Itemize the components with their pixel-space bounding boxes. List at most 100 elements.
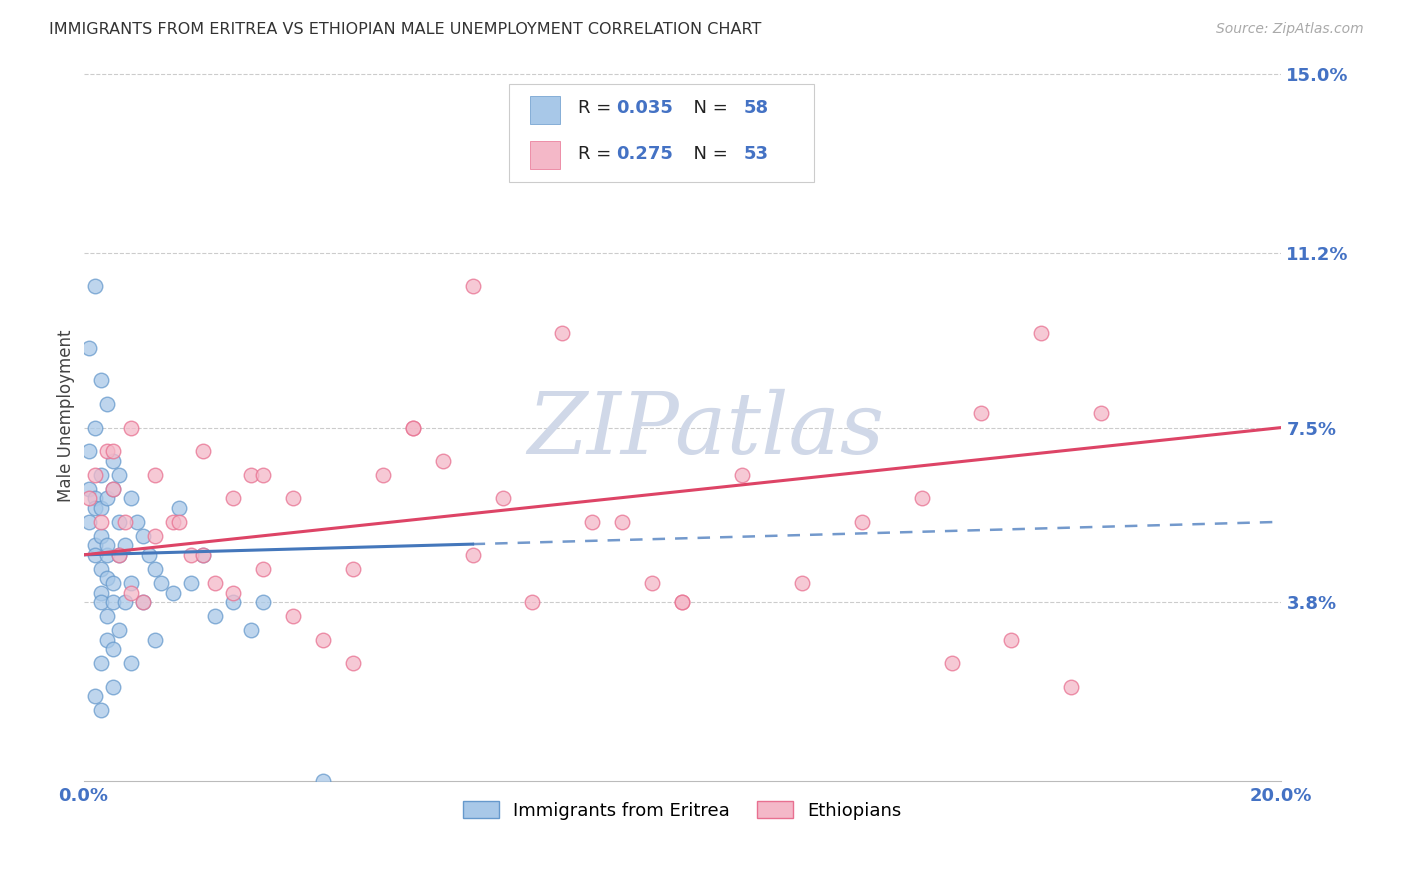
Point [252, 467, 274, 482]
Point [612, 515, 634, 529]
Point [193, 548, 215, 562]
Point [90, 703, 112, 717]
Point [90, 515, 112, 529]
Text: ZIPatlas: ZIPatlas [527, 389, 884, 472]
Point [970, 407, 993, 421]
Point [790, 576, 813, 591]
Point [96, 397, 118, 411]
Point [1060, 680, 1083, 694]
Point [461, 279, 484, 293]
Point [240, 624, 263, 638]
Point [90, 500, 112, 515]
Point [96, 571, 118, 585]
Point [162, 515, 184, 529]
Point [120, 657, 142, 671]
Point [108, 515, 131, 529]
Point [169, 500, 191, 515]
Text: R =: R = [578, 99, 617, 117]
Point [103, 482, 125, 496]
Point [114, 538, 136, 552]
Point [252, 562, 274, 576]
Point [1000, 632, 1022, 647]
Point [103, 453, 125, 467]
Text: 0.035: 0.035 [616, 99, 673, 117]
Point [204, 609, 226, 624]
Point [96, 444, 118, 458]
Point [169, 515, 191, 529]
Point [143, 632, 166, 647]
Point [114, 515, 136, 529]
Point [90, 595, 112, 609]
Point [941, 657, 963, 671]
Point [222, 491, 245, 506]
Point [222, 595, 245, 609]
Point [342, 657, 364, 671]
Point [143, 562, 166, 576]
Point [371, 467, 394, 482]
Text: 53: 53 [744, 145, 768, 163]
Point [96, 538, 118, 552]
Point [84, 500, 107, 515]
Point [120, 576, 142, 591]
Point [312, 774, 335, 789]
Point [252, 595, 274, 609]
Point [522, 595, 544, 609]
Point [1031, 326, 1053, 341]
Point [143, 529, 166, 543]
Point [132, 595, 155, 609]
Point [731, 467, 754, 482]
Point [96, 548, 118, 562]
Point [79, 482, 101, 496]
Point [180, 548, 202, 562]
Point [108, 548, 131, 562]
Point [96, 491, 118, 506]
FancyBboxPatch shape [530, 141, 560, 169]
Point [851, 515, 873, 529]
Point [432, 453, 454, 467]
Text: N =: N = [682, 145, 734, 163]
Point [641, 576, 664, 591]
Point [103, 444, 125, 458]
Point [79, 341, 101, 355]
Point [671, 595, 693, 609]
Text: 58: 58 [744, 99, 768, 117]
Point [84, 689, 107, 703]
Text: N =: N = [682, 99, 734, 117]
Point [132, 595, 155, 609]
Point [240, 467, 263, 482]
Point [671, 595, 693, 609]
Point [120, 420, 142, 434]
Point [103, 576, 125, 591]
Point [222, 585, 245, 599]
Point [402, 420, 425, 434]
Point [120, 491, 142, 506]
Point [127, 515, 149, 529]
Point [84, 279, 107, 293]
Point [90, 585, 112, 599]
Point [342, 562, 364, 576]
Point [193, 548, 215, 562]
Point [581, 515, 603, 529]
Point [193, 444, 215, 458]
Point [461, 548, 484, 562]
Point [90, 374, 112, 388]
Point [402, 420, 425, 434]
Point [79, 444, 101, 458]
Point [150, 576, 173, 591]
FancyBboxPatch shape [509, 84, 814, 182]
Point [84, 467, 107, 482]
Point [162, 585, 184, 599]
Point [79, 515, 101, 529]
Text: R =: R = [578, 145, 617, 163]
Point [84, 548, 107, 562]
Text: Source: ZipAtlas.com: Source: ZipAtlas.com [1216, 22, 1364, 37]
Y-axis label: Male Unemployment: Male Unemployment [58, 329, 75, 502]
Point [90, 562, 112, 576]
Point [103, 595, 125, 609]
Point [103, 680, 125, 694]
Point [84, 491, 107, 506]
Point [281, 609, 304, 624]
Text: 0.275: 0.275 [616, 145, 673, 163]
Point [143, 467, 166, 482]
Point [491, 491, 513, 506]
